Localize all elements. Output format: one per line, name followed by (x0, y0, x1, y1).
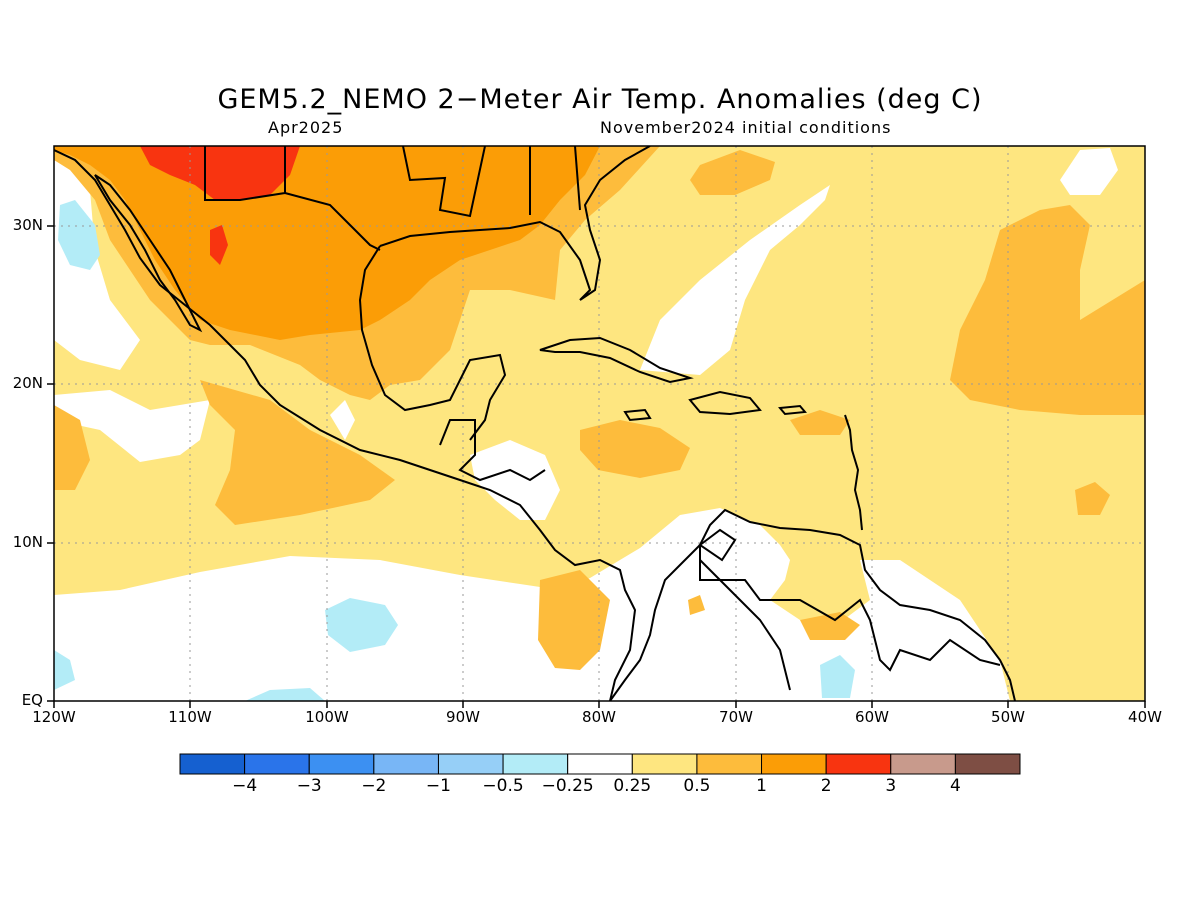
anomaly-red-region (210, 225, 228, 265)
colorbar-label: 4 (949, 776, 961, 796)
lat-label-30n: 30N (12, 216, 43, 234)
anomaly-orange-region (200, 380, 395, 525)
anomaly-field (54, 146, 1145, 701)
anomaly-orange-region (800, 612, 860, 640)
colorbar-swatch (954, 753, 1021, 775)
anomaly-blue-patch (245, 688, 325, 701)
lon-label-120w: 120W (32, 708, 76, 726)
anomaly-white-region (54, 390, 210, 462)
colorbar (179, 753, 1021, 775)
anomaly-orange-region (688, 595, 705, 615)
anomaly-darkorange-region (54, 146, 600, 340)
lon-label-80w: 80W (582, 708, 616, 726)
coastline-venezuela-inland (699, 559, 791, 691)
initial-conditions: November2024 initial conditions (600, 118, 892, 137)
anomaly-orange-region (580, 420, 690, 478)
coastline-puerto-rico (778, 404, 807, 416)
colorbar-label: −4 (232, 776, 258, 796)
coastlines (54, 146, 1016, 701)
colorbar-label: −0.5 (482, 776, 524, 796)
coastline-cuba (539, 336, 694, 384)
colorbar-swatch (631, 753, 698, 775)
coastline-mexico-pacific (54, 149, 637, 701)
colorbar-swatch (437, 753, 504, 775)
lon-label-60w: 60W (855, 708, 889, 726)
lon-label-70w: 70W (719, 708, 753, 726)
axis-ticks (47, 225, 1146, 708)
coastline-antilles (844, 414, 863, 531)
anomaly-white-region (640, 185, 830, 375)
coastline-jamaica (623, 408, 652, 422)
colorbar-swatch (502, 753, 569, 775)
colorbar-swatch (308, 753, 375, 775)
coastline-baja (94, 174, 203, 333)
colorbar-label: 0.25 (613, 776, 652, 796)
anomaly-white-region (330, 400, 355, 440)
anomaly-orange-region (1075, 482, 1110, 515)
anomaly-blue-patch (54, 650, 75, 690)
colorbar-swatch (825, 753, 892, 775)
anomaly-white-region (54, 508, 1010, 701)
border-us-mexico (204, 146, 381, 251)
anomaly-orange-region (538, 570, 610, 670)
forecast-month: Apr2025 (268, 118, 344, 137)
lat-label-10n: 10N (12, 533, 43, 551)
anomaly-blue-patch (325, 598, 398, 652)
lon-label-40w: 40W (1128, 708, 1162, 726)
anomaly-orange-region (950, 205, 1145, 415)
anomaly-orange-region (54, 405, 90, 490)
anomaly-blue-patch (820, 655, 855, 698)
lon-label-100w: 100W (305, 708, 349, 726)
anomaly-orange-region (790, 410, 850, 435)
coastline-us-gulf (379, 146, 651, 301)
colorbar-swatch (890, 753, 956, 775)
map-title: GEM5.2_NEMO 2−Meter Air Temp. Anomalies … (217, 84, 983, 115)
border-south-america (699, 545, 1001, 672)
border-central-america (439, 419, 546, 482)
lat-label-20n: 20N (12, 374, 43, 392)
border-us-states (402, 146, 581, 218)
colorbar-swatch (179, 753, 246, 775)
colorbar-label: 0.5 (683, 776, 711, 796)
anomaly-red-region (140, 146, 300, 200)
colorbar-swatch (696, 753, 763, 775)
colorbar-label: −2 (361, 776, 387, 796)
colorbar-swatch (244, 753, 310, 775)
anomaly-white-region (1060, 148, 1118, 195)
colorbar-swatch (567, 753, 633, 775)
colorbar-label: 3 (885, 776, 897, 796)
graticule (54, 146, 1145, 701)
colorbar-label: 1 (756, 776, 767, 796)
anomaly-white-region (470, 440, 560, 520)
colorbar-label: −3 (296, 776, 322, 796)
colorbar-label: 2 (820, 776, 832, 796)
colorbar-label: −1 (425, 776, 451, 796)
colorbar-swatch (761, 753, 827, 775)
lat-label-eq: EQ (21, 691, 43, 709)
lon-label-110w: 110W (168, 708, 212, 726)
coastline-gulf-of-venezuela (698, 528, 737, 562)
anomaly-blue-patch (58, 200, 100, 270)
lon-label-90w: 90W (446, 708, 480, 726)
colorbar-label: −0.25 (541, 776, 594, 796)
colorbar-swatch (373, 753, 439, 775)
coastline-hispaniola (688, 390, 762, 416)
coastline-gulf (358, 245, 507, 441)
anomaly-orange-region (690, 150, 775, 195)
coastline-south-america (609, 508, 1016, 701)
lon-label-50w: 50W (991, 708, 1025, 726)
